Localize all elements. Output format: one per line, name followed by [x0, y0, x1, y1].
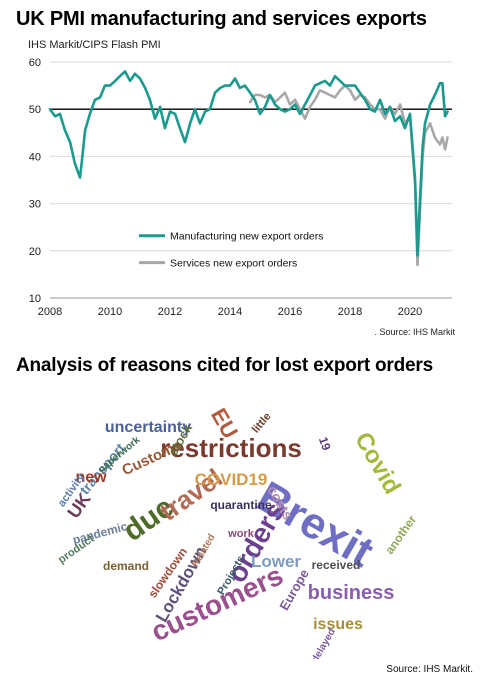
- cloud-word: Lower: [251, 552, 301, 571]
- x-tick-label: 2008: [38, 306, 62, 318]
- cloud-word: restrictions: [160, 433, 302, 463]
- cloud-word: 19: [316, 435, 334, 453]
- chart-subtitle: IHS Markit/CIPS Flash PMI: [28, 39, 161, 51]
- cloud-word: quarantine: [210, 498, 272, 512]
- series-line: [48, 70, 449, 257]
- cloud-word: little: [250, 411, 274, 436]
- y-tick-label: 40: [29, 151, 41, 163]
- cloud-word: COVID19: [195, 470, 268, 489]
- cloud-word: another: [382, 512, 419, 556]
- y-tick-label: 20: [29, 246, 41, 258]
- word-cloud-words: Brexitcustomersrestrictionsordersduetrav…: [56, 404, 420, 659]
- word-cloud: Brexitcustomersrestrictionsordersduetrav…: [56, 404, 420, 659]
- cloud-word: demand: [103, 559, 149, 573]
- x-tick-label: 2012: [158, 306, 182, 318]
- chart-title: UK PMI manufacturing and services export…: [16, 8, 427, 30]
- legend-label: Services new export orders: [170, 258, 297, 270]
- y-tick-label: 50: [29, 104, 41, 116]
- y-tick-label: 60: [29, 57, 41, 69]
- x-tick-label: 2020: [398, 306, 422, 318]
- cloud-word: issues: [313, 616, 363, 633]
- y-axis-ticks: 10 20 30 40 50 60: [29, 57, 41, 305]
- x-tick-label: 2018: [338, 306, 362, 318]
- cloud-source-note: Source: IHS Markit.: [386, 664, 473, 675]
- series-layer: [48, 70, 449, 267]
- cloud-word: Covid: [349, 428, 406, 499]
- chart-legend: Manufacturing new export orders Services …: [139, 231, 324, 270]
- chart-source-note: . Source: IHS Markit: [374, 327, 455, 337]
- cloud-word: received: [312, 558, 361, 572]
- x-axis-ticks: 2008 2010 2012 2014 2016 2018 2020: [38, 306, 422, 318]
- pmi-line-chart: 10 20 30 40 50 60 2008 2010 2012 2014 2016 2018 202…: [29, 57, 452, 318]
- cloud-word: new: [75, 469, 107, 486]
- y-tick-label: 30: [29, 199, 41, 211]
- x-tick-label: 2016: [278, 306, 302, 318]
- cloud-word: uncertainty: [105, 419, 191, 436]
- cloud-word: work: [227, 528, 255, 540]
- x-tick-label: 2014: [218, 306, 242, 318]
- x-tick-label: 2010: [98, 306, 122, 318]
- cloud-word: business: [308, 582, 395, 604]
- y-tick-label: 10: [29, 293, 41, 305]
- cloud-title: Analysis of reasons cited for lost expor…: [16, 355, 433, 376]
- legend-label: Manufacturing new export orders: [170, 231, 324, 243]
